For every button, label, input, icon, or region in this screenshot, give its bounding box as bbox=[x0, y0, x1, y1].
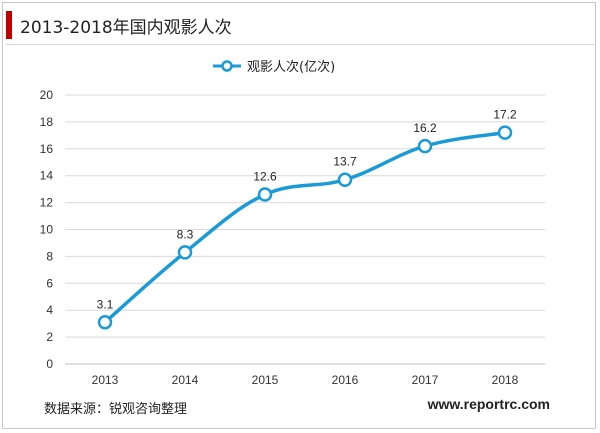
page-title: 2013-2018年国内观影人次 bbox=[20, 17, 232, 38]
y-tick-label: 20 bbox=[40, 88, 54, 102]
data-label: 13.7 bbox=[333, 155, 357, 169]
y-tick-label: 16 bbox=[40, 142, 54, 156]
y-tick-label: 18 bbox=[40, 115, 54, 129]
legend-marker bbox=[221, 60, 233, 72]
title-accent-bar bbox=[6, 11, 12, 39]
y-tick-label: 8 bbox=[46, 249, 53, 263]
legend-label: 观影人次(亿次) bbox=[247, 59, 335, 75]
data-label: 17.2 bbox=[493, 108, 517, 122]
data-label: 8.3 bbox=[177, 227, 194, 241]
title-bar: 2013-2018年国内观影人次 bbox=[6, 10, 232, 40]
x-tick-label: 2017 bbox=[412, 373, 439, 387]
y-tick-label: 6 bbox=[46, 276, 53, 290]
y-tick-label: 10 bbox=[40, 223, 54, 237]
data-label: 12.6 bbox=[253, 170, 277, 184]
y-tick-label: 12 bbox=[40, 196, 54, 210]
series-line bbox=[103, 130, 507, 325]
website-link[interactable]: www.reportrc.com bbox=[427, 396, 550, 412]
data-point bbox=[257, 187, 273, 202]
x-tick-label: 2014 bbox=[172, 373, 199, 387]
data-point bbox=[417, 138, 433, 154]
x-tick-label: 2015 bbox=[252, 373, 279, 387]
data-point bbox=[337, 172, 353, 187]
data-point bbox=[97, 315, 113, 330]
title-divider bbox=[6, 44, 594, 45]
x-tick-label: 2016 bbox=[332, 373, 359, 387]
data-point bbox=[497, 125, 513, 140]
y-tick-label: 2 bbox=[46, 330, 53, 344]
source-note: 数据来源：锐观咨询整理 bbox=[44, 402, 188, 417]
y-tick-label: 0 bbox=[46, 357, 53, 371]
data-label: 3.1 bbox=[97, 297, 114, 311]
x-tick-label: 2013 bbox=[92, 373, 119, 387]
y-tick-label: 14 bbox=[40, 169, 54, 183]
y-tick-label: 4 bbox=[46, 303, 53, 317]
data-point bbox=[177, 245, 193, 260]
data-label: 16.2 bbox=[413, 121, 437, 135]
x-tick-label: 2018 bbox=[492, 373, 519, 387]
chart-frame bbox=[2, 2, 596, 429]
